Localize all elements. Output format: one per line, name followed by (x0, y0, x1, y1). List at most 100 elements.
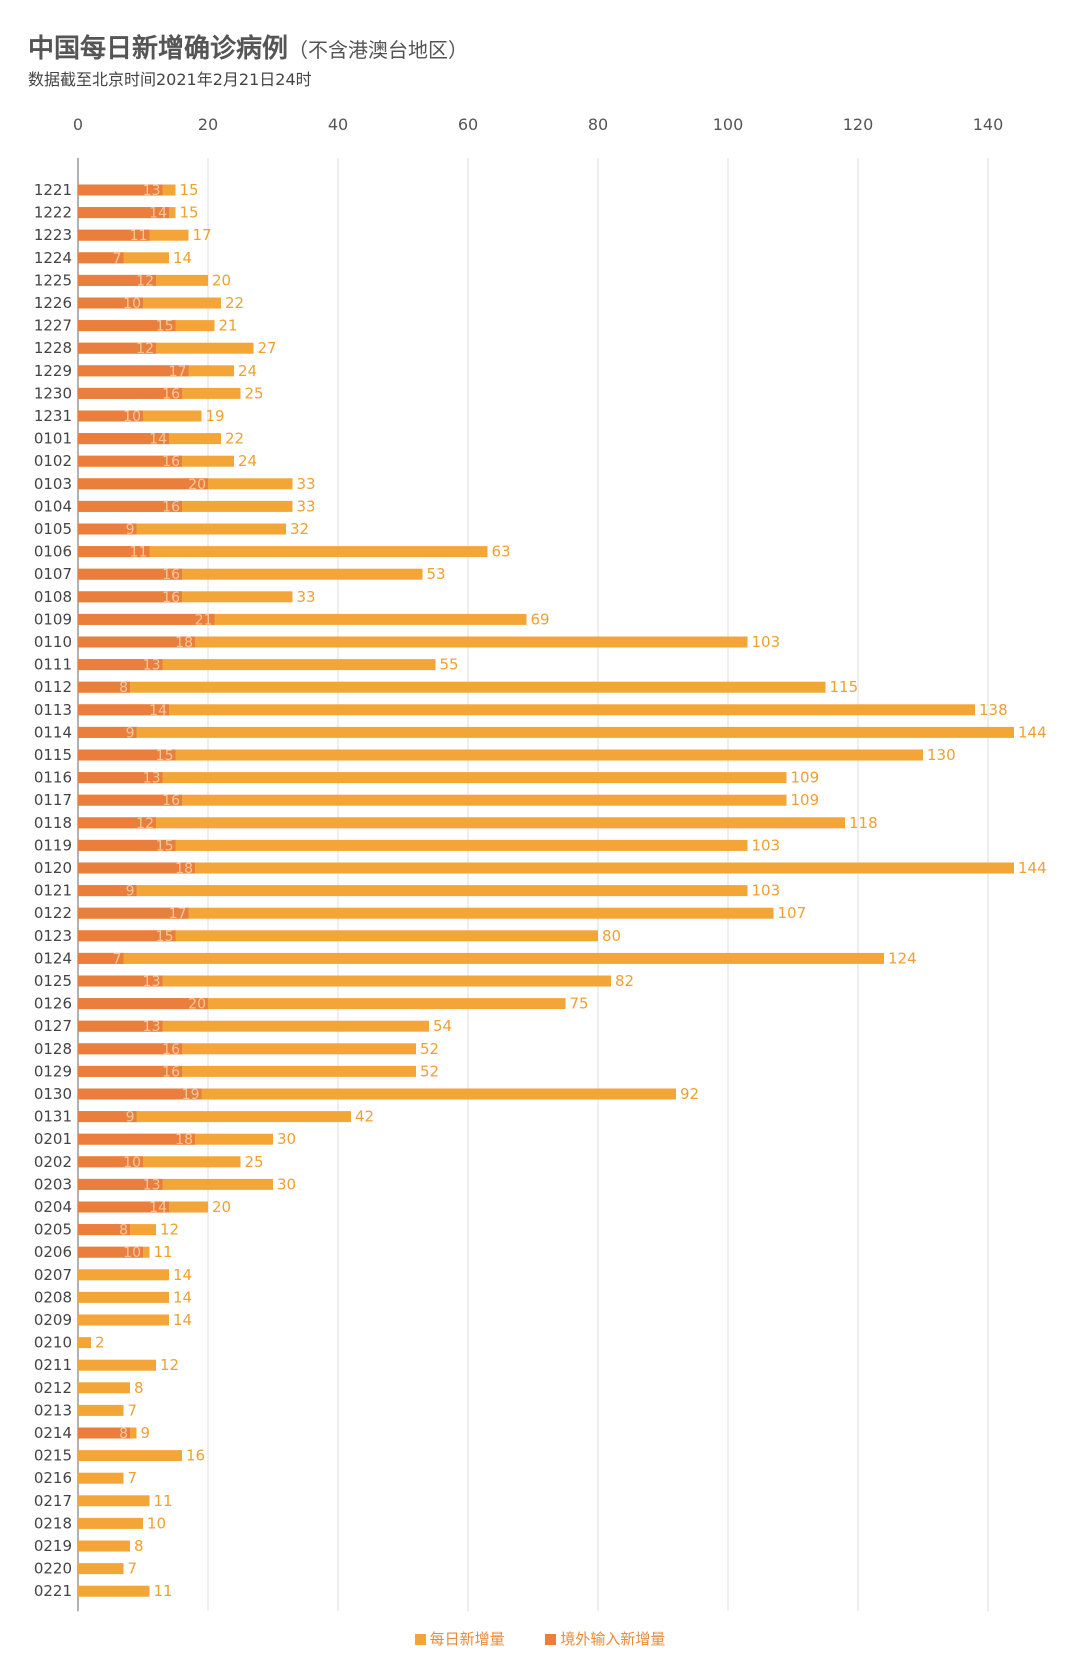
y-category-label: 0115 (34, 746, 72, 764)
y-category-label: 0127 (34, 1017, 72, 1035)
bar-total (78, 1337, 91, 1349)
data-label-total: 25 (245, 1153, 264, 1171)
bar-imported (78, 591, 182, 603)
data-label-imported: 15 (156, 748, 174, 764)
bar-total (78, 726, 1014, 738)
bar-total (78, 659, 436, 671)
bar-total (78, 975, 611, 987)
data-label-imported: 17 (169, 364, 187, 380)
y-category-label: 0102 (34, 452, 72, 470)
bar-total (78, 297, 221, 309)
bar-imported (78, 1201, 169, 1213)
y-category-label: 0218 (34, 1514, 72, 1532)
y-category-label: 0206 (34, 1243, 72, 1261)
data-label-total: 33 (297, 497, 316, 515)
y-category-label: 0210 (34, 1334, 72, 1352)
bar-imported (78, 523, 137, 535)
bar-total (78, 1111, 351, 1123)
y-category-label: 0220 (34, 1560, 72, 1578)
data-label-imported: 20 (188, 477, 206, 493)
data-label-imported: 12 (136, 273, 154, 289)
chart-subtitle: 数据截至北京时间2021年2月21日24时 (28, 70, 312, 89)
bar-total (78, 523, 286, 535)
bar-imported (78, 1043, 182, 1055)
bar-imported (78, 749, 176, 761)
data-label-imported: 15 (156, 319, 174, 335)
bar-total (78, 1382, 130, 1394)
bar-imported (78, 930, 176, 942)
y-category-label: 0211 (34, 1356, 72, 1374)
data-label-total: 22 (225, 430, 244, 448)
legend-swatch-imported (545, 1634, 557, 1645)
y-category-label: 0217 (34, 1492, 72, 1510)
data-label-total: 109 (791, 769, 820, 787)
data-label-imported: 16 (162, 567, 180, 583)
legend-swatch-total (414, 1634, 426, 1645)
data-label-total: 14 (173, 1288, 192, 1306)
data-label-total: 92 (680, 1085, 699, 1103)
bar-total (78, 839, 748, 851)
bar-imported (78, 365, 189, 377)
x-tick-label: 140 (973, 115, 1004, 134)
bar-total (78, 1269, 169, 1281)
data-label-total: 30 (277, 1175, 296, 1193)
data-label-total: 103 (752, 882, 781, 900)
y-category-label: 0106 (34, 543, 72, 561)
bar-total (78, 636, 748, 648)
y-category-label: 0123 (34, 927, 72, 945)
bar-imported (78, 252, 124, 264)
data-label-total: 25 (245, 384, 264, 402)
bar-imported (78, 229, 150, 241)
data-label-imported: 9 (126, 884, 135, 900)
bar-total (78, 613, 527, 625)
y-category-label: 0216 (34, 1469, 72, 1487)
bar-imported (78, 681, 130, 693)
data-label-imported: 10 (123, 409, 141, 425)
data-label-imported: 12 (136, 816, 154, 832)
y-category-label: 0203 (34, 1175, 72, 1193)
y-category-label: 0120 (34, 859, 72, 877)
data-label-imported: 7 (113, 251, 122, 267)
bar-imported (78, 1065, 182, 1077)
bar-total (78, 998, 566, 1010)
data-label-total: 19 (206, 407, 225, 425)
bar-total (78, 1291, 169, 1303)
y-category-label: 1229 (34, 362, 72, 380)
y-category-label: 0118 (34, 814, 72, 832)
data-label-total: 75 (570, 995, 589, 1013)
y-category-label: 0215 (34, 1447, 72, 1465)
data-label-imported: 13 (143, 658, 161, 674)
data-label-total: 52 (420, 1040, 439, 1058)
data-label-total: 12 (160, 1221, 179, 1239)
title-sub: （不含港澳台地区） (288, 38, 469, 62)
y-category-label: 0214 (34, 1424, 72, 1442)
legend-label-imported: 境外输入新增量 (560, 1630, 666, 1648)
bar-imported (78, 433, 169, 445)
y-category-label: 1228 (34, 339, 72, 357)
data-label-total: 103 (752, 633, 781, 651)
data-label-total: 10 (147, 1514, 166, 1532)
bar-imported (78, 297, 143, 309)
bar-total (78, 1020, 429, 1032)
y-category-label: 0111 (34, 656, 72, 674)
data-label-total: 17 (193, 226, 212, 244)
bar-total (78, 907, 774, 919)
data-label-total: 14 (173, 1266, 192, 1284)
data-label-imported: 11 (130, 228, 148, 244)
bar-total (78, 704, 975, 716)
data-label-total: 8 (134, 1537, 144, 1555)
data-label-imported: 10 (123, 1155, 141, 1171)
data-label-imported: 8 (119, 1426, 128, 1442)
y-category-label: 0131 (34, 1108, 72, 1126)
y-category-label: 0105 (34, 520, 72, 538)
bar-total (78, 952, 884, 964)
data-label-total: 8 (134, 1379, 144, 1397)
data-label-total: 20 (212, 1198, 231, 1216)
bar-imported (78, 1133, 195, 1145)
data-label-total: 12 (160, 1356, 179, 1374)
x-tick-label: 80 (588, 115, 608, 134)
y-category-label: 0205 (34, 1221, 72, 1239)
y-category-label: 1226 (34, 294, 72, 312)
bar-imported (78, 817, 156, 829)
data-label-total: 7 (128, 1469, 138, 1487)
